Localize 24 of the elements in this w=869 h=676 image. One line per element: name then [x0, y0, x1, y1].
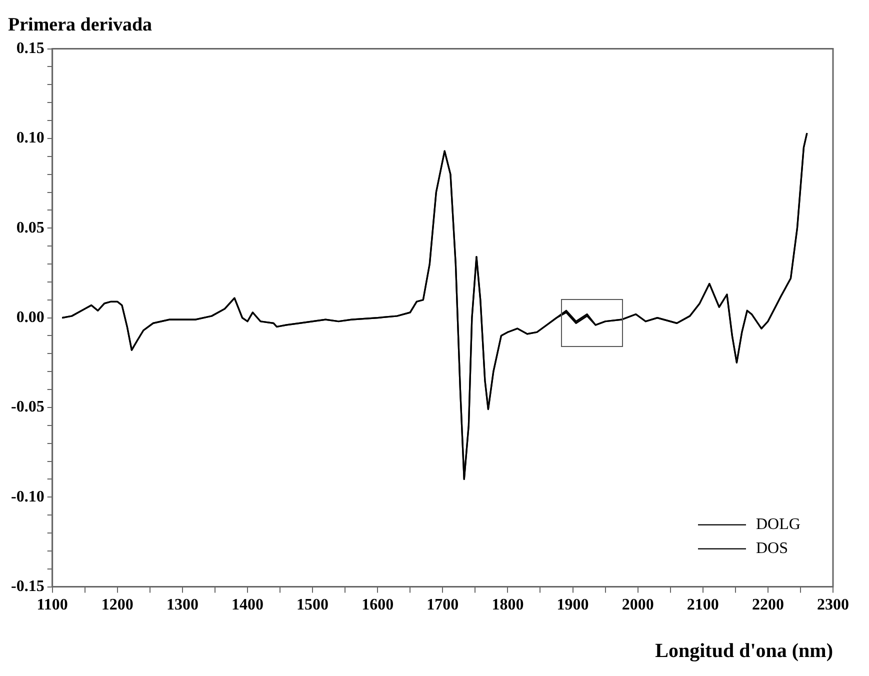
- y-tick-label: 0.00: [16, 308, 44, 326]
- chart-title: Primera derivada: [8, 14, 153, 36]
- y-tick-label: 0.10: [16, 130, 44, 147]
- x-tick-label: 1500: [296, 596, 329, 614]
- y-tick-label: 0.15: [16, 40, 44, 57]
- y-tick-label: -0.10: [11, 488, 44, 506]
- x-tick-label: 2200: [752, 596, 784, 614]
- x-tick-label: 1100: [36, 596, 68, 614]
- x-tick-label: 1600: [362, 596, 394, 614]
- x-tick-label: 2000: [622, 596, 654, 614]
- x-axis-title: Longitud d'ona (nm): [655, 640, 833, 662]
- x-tick-label: 2300: [817, 596, 849, 614]
- x-tick-label: 1300: [166, 596, 198, 614]
- x-tick-label: 1900: [556, 596, 589, 614]
- y-tick-label: -0.05: [11, 398, 44, 416]
- legend-label: DOS: [756, 540, 788, 558]
- x-tick-label: 1800: [492, 596, 524, 614]
- x-tick-label: 2100: [686, 596, 719, 614]
- y-tick-label: 0.05: [16, 219, 44, 236]
- y-tick-label: -0.15: [11, 578, 44, 595]
- x-tick-label: 1200: [101, 596, 134, 614]
- x-tick-label: 1700: [426, 596, 459, 614]
- x-tick-label: 1400: [231, 596, 264, 614]
- legend-label: DOLG: [756, 516, 801, 534]
